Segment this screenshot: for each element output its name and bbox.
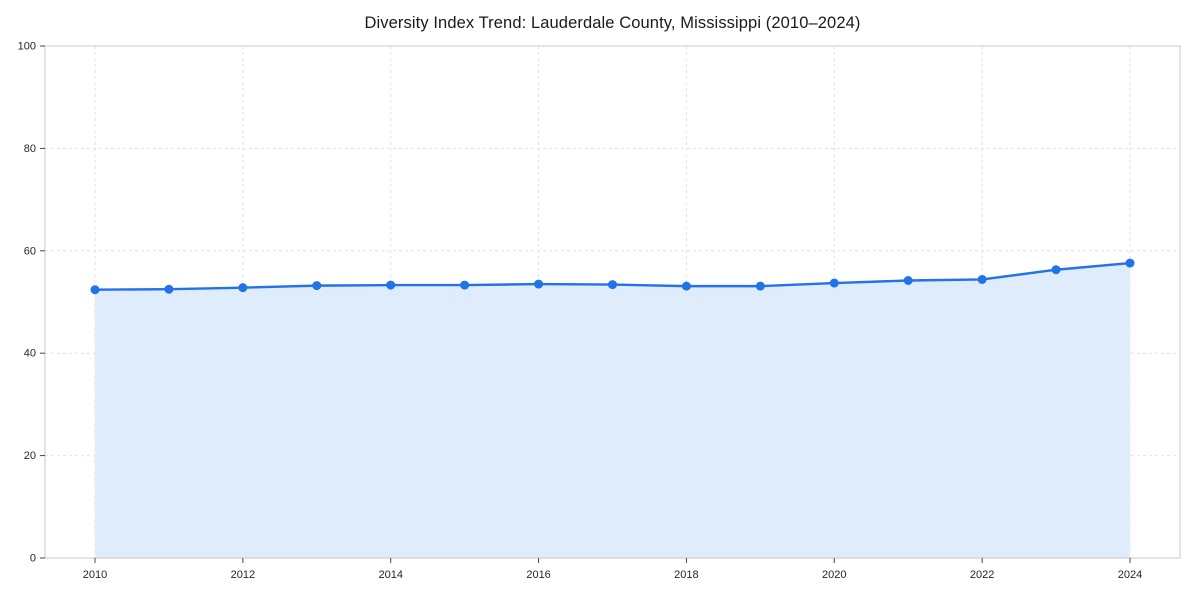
- data-point: [903, 275, 913, 285]
- x-tick-label: 2022: [970, 569, 994, 581]
- data-point: [238, 283, 248, 293]
- data-point: [608, 280, 617, 290]
- data-point: [755, 281, 765, 291]
- data-point: [312, 281, 322, 291]
- data-point: [1051, 265, 1061, 275]
- data-point: [1125, 258, 1135, 268]
- chart-title: Diversity Index Trend: Lauderdale County…: [364, 14, 861, 32]
- x-tick-label: 2014: [378, 569, 402, 581]
- data-point: [90, 285, 100, 295]
- data-point: [681, 281, 691, 291]
- data-point: [977, 274, 987, 284]
- x-tick-label: 2018: [674, 569, 698, 581]
- y-tick-label: 60: [24, 245, 36, 257]
- data-point: [829, 278, 839, 288]
- y-tick-label: 80: [24, 143, 36, 155]
- data-point: [164, 284, 174, 294]
- y-tick-label: 100: [18, 41, 36, 53]
- x-tick-label: 2010: [83, 569, 107, 581]
- data-point: [386, 280, 396, 290]
- x-tick-label: 2020: [822, 569, 846, 581]
- y-tick-label: 20: [24, 450, 36, 462]
- x-tick-label: 2016: [526, 569, 550, 581]
- x-tick-label: 2024: [1118, 569, 1142, 581]
- x-tick-label: 2012: [231, 569, 255, 581]
- data-point: [534, 279, 544, 289]
- y-tick-label: 0: [30, 553, 36, 565]
- area-fill: [95, 263, 1130, 558]
- y-tick-label: 40: [24, 348, 36, 360]
- plot-border: [44, 45, 1181, 559]
- data-point: [460, 280, 470, 290]
